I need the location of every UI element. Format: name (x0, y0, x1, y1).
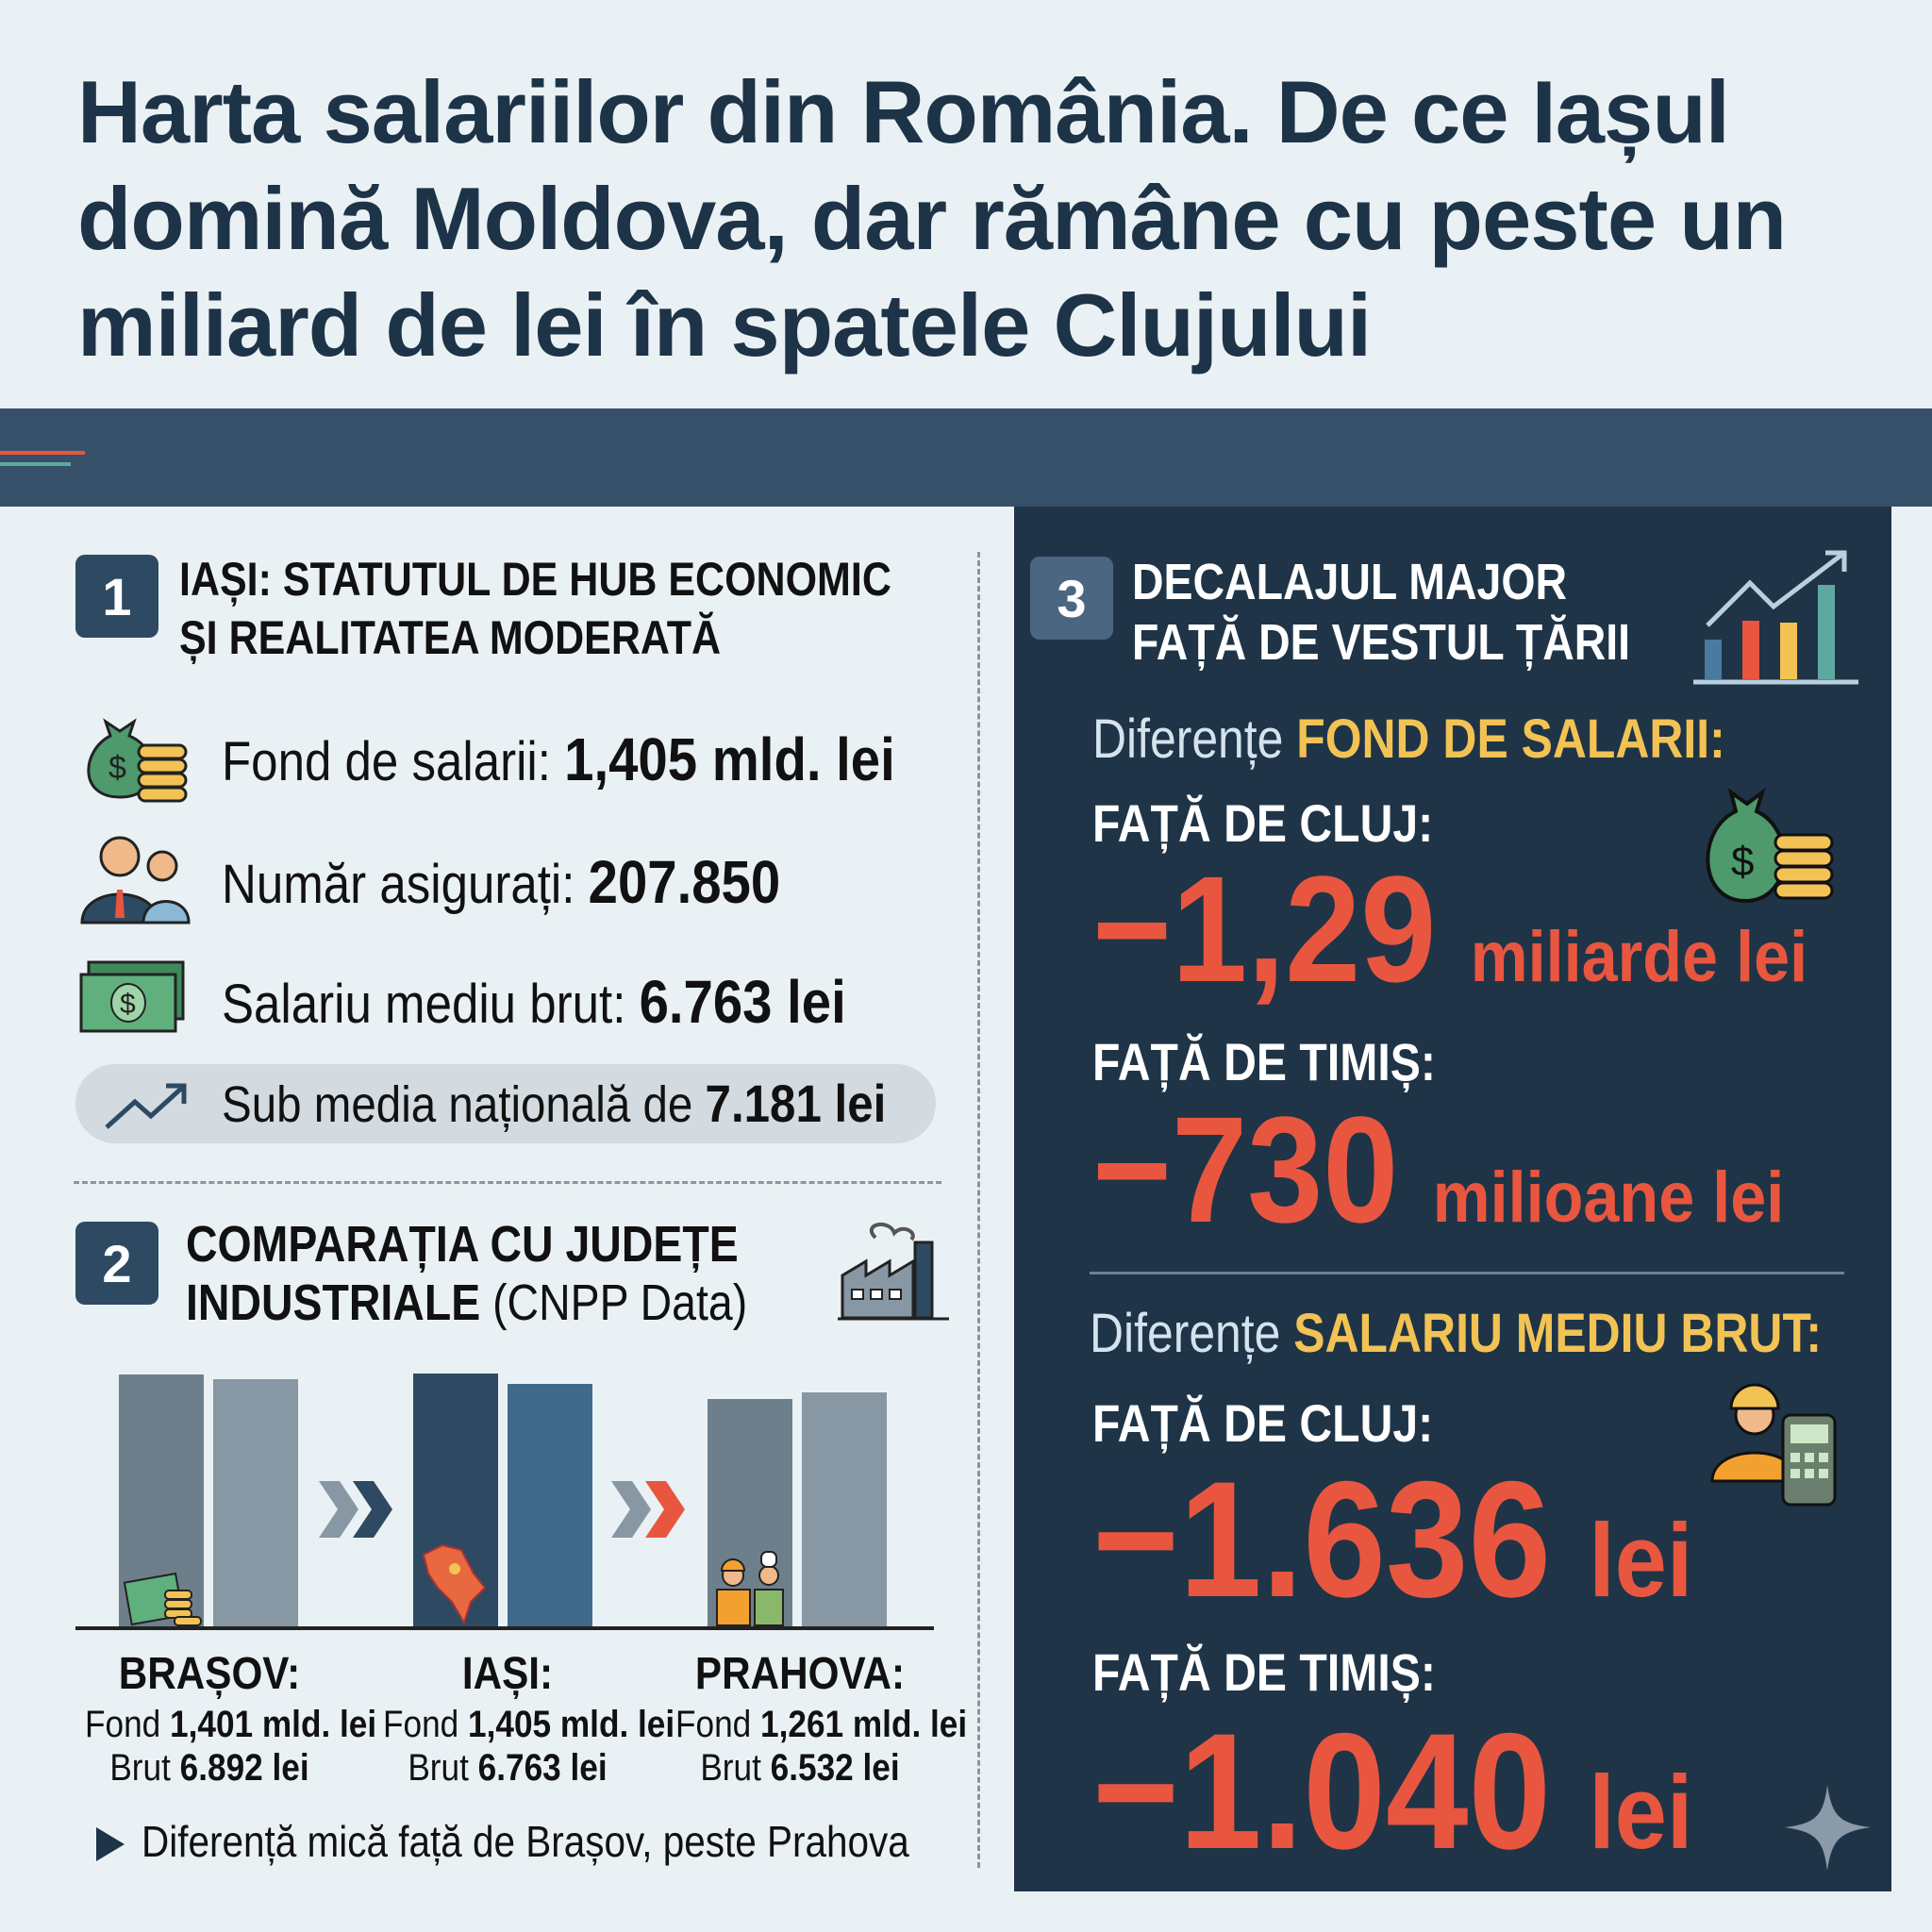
divider (977, 552, 980, 1868)
fond-row: Fond de salarii: 1,405 mld. lei (222, 724, 895, 794)
brut-timis-label: FAȚĂ DE TIMIȘ: (1092, 1642, 1436, 1702)
county-brut: Brut 6.892 lei (109, 1747, 309, 1789)
salariu-row: Salariu mediu brut: 6.763 lei (222, 967, 846, 1037)
value-number: −1.636 (1092, 1448, 1552, 1632)
county-label: IAȘI: Fond 1,405 mld. lei Brut 6.763 lei (383, 1646, 675, 1790)
section-2-badge: 2 (75, 1222, 158, 1305)
accent-stripe (0, 462, 71, 466)
svg-text:$: $ (120, 989, 136, 1020)
county-bar-chart (75, 1340, 934, 1630)
bar-brut-iasi (508, 1383, 592, 1626)
section-3-heading: DECALAJUL MAJOR FAȚĂ DE VESTUL ȚĂRII (1132, 552, 1630, 673)
note-label: Sub media națională de (222, 1076, 706, 1133)
people-icon (80, 836, 191, 924)
trend-up-icon (105, 1083, 187, 1129)
workers-icon (716, 1551, 784, 1626)
chevron-right-icon (611, 1481, 685, 1538)
chevron-right-icon (319, 1481, 392, 1538)
heading-bold: INDUSTRIALE (186, 1274, 481, 1331)
comparison-footnote: Diferență mică față de Brașov, peste Pra… (142, 1817, 909, 1866)
row-value: 6.763 lei (639, 968, 846, 1036)
heading-highlight: SALARIU MEDIU BRUT: (1293, 1303, 1823, 1364)
value-number: −1.040 (1092, 1700, 1552, 1884)
heading-line: DECALAJUL MAJOR (1132, 554, 1568, 610)
page-title: Harta salariilor din România. De ce Iașu… (77, 62, 1787, 375)
heading-highlight: FOND DE SALARII: (1296, 708, 1725, 770)
heading-source: (CNPP Data) (480, 1274, 748, 1331)
fond-cluj-label: FAȚĂ DE CLUJ: (1092, 793, 1434, 853)
asigurati-row: Număr asigurați: 207.850 (222, 847, 780, 917)
triangle-bullet-icon (96, 1827, 125, 1861)
banknote-icon: $ (79, 960, 185, 1033)
row-value: 1,405 mld. lei (564, 725, 895, 793)
heading-prefix: Diferențe (1092, 708, 1297, 770)
west-gap-panel (1014, 507, 1891, 1891)
money-stack-icon (123, 1572, 202, 1626)
value-unit: lei (1589, 1503, 1693, 1619)
row-label: Salariu mediu brut: (222, 974, 640, 1035)
section-3-badge: 3 (1030, 557, 1113, 640)
county-brut: Brut 6.763 lei (408, 1747, 608, 1789)
iasi-map-icon (422, 1543, 487, 1625)
county-fond: Fond 1,401 mld. lei (85, 1704, 377, 1745)
county-fond: Fond 1,405 mld. lei (383, 1704, 675, 1745)
heading-line: FAȚĂ DE VESTUL ȚĂRII (1132, 614, 1631, 671)
value-unit: lei (1589, 1755, 1693, 1871)
value-unit: milioane lei (1432, 1158, 1785, 1238)
brut-diff-heading: Diferențe SALARIU MEDIU BRUT: (1090, 1302, 1822, 1365)
heading-line: ȘI REALITATEA MODERATĂ (179, 611, 722, 664)
heading-line: IAȘI: STATUTUL DE HUB ECONOMIC (179, 553, 891, 606)
divider (74, 1181, 941, 1184)
value-number: −1,29 (1092, 844, 1437, 1013)
heading-prefix: Diferențe (1090, 1303, 1294, 1364)
money-bag-icon: $ (87, 718, 188, 803)
accent-stripe (0, 451, 85, 455)
sparkle-icon (1785, 1785, 1871, 1871)
svg-text:$: $ (1731, 839, 1754, 885)
row-label: Fond de salarii: (222, 731, 565, 792)
row-label: Număr asigurați: (222, 854, 589, 915)
county-name: BRAȘOV: (118, 1649, 301, 1699)
bar-brut-brasov (213, 1379, 298, 1626)
heading-line: COMPARAȚIA CU JUDEȚE (186, 1216, 739, 1273)
value-unit: miliarde lei (1470, 917, 1808, 997)
county-name: IAȘI: (461, 1649, 554, 1699)
section-2-heading: COMPARAȚIA CU JUDEȚE INDUSTRIALE (CNPP D… (186, 1215, 916, 1332)
fond-diff-heading: Diferențe FOND DE SALARII: (1092, 708, 1725, 771)
divider (1090, 1272, 1844, 1274)
header-band (0, 408, 1932, 507)
row-value: 207.850 (588, 848, 781, 916)
growth-chart-icon (1693, 550, 1858, 685)
worker-calculator-icon (1710, 1383, 1837, 1507)
fond-timis-label: FAȚĂ DE TIMIȘ: (1092, 1032, 1436, 1091)
brut-cluj-label: FAȚĂ DE CLUJ: (1092, 1393, 1434, 1453)
note-value: 7.181 lei (705, 1074, 887, 1133)
fond-cluj-value: −1,29 miliarde lei (1092, 854, 1807, 1033)
value-number: −730 (1092, 1085, 1399, 1254)
bar-brut-prahova (802, 1391, 887, 1626)
bar-fond-prahova (708, 1399, 792, 1626)
national-average-pill (75, 1064, 936, 1143)
fond-timis-value: −730 milioane lei (1092, 1094, 1784, 1274)
county-fond: Fond 1,261 mld. lei (675, 1704, 968, 1745)
money-bag-icon: $ (1706, 787, 1834, 904)
national-average-text: Sub media națională de 7.181 lei (222, 1073, 886, 1134)
county-label: BRAȘOV: Fond 1,401 mld. lei Brut 6.892 lei (85, 1646, 377, 1790)
factory-icon (838, 1222, 949, 1321)
brut-timis-value: −1.040 lei (1092, 1709, 1692, 1895)
county-label: PRAHOVA: Fond 1,261 mld. lei Brut 6.532 le… (675, 1646, 968, 1790)
county-name: PRAHOVA: (694, 1649, 906, 1699)
section-1-heading: IAȘI: STATUTUL DE HUB ECONOMIC ȘI REALIT… (179, 550, 991, 667)
county-brut: Brut 6.532 lei (700, 1747, 900, 1789)
brut-cluj-value: −1.636 lei (1092, 1457, 1692, 1643)
svg-text:$: $ (108, 750, 126, 786)
section-1-badge: 1 (75, 555, 158, 638)
heading-line: INDUSTRIALE (CNPP Data) (186, 1274, 916, 1332)
